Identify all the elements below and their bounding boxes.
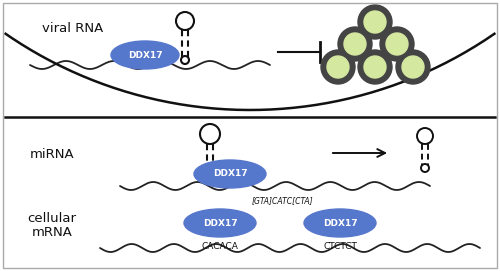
Circle shape (421, 164, 429, 172)
Ellipse shape (194, 160, 266, 188)
Circle shape (396, 50, 430, 84)
Text: CACACA: CACACA (202, 242, 238, 251)
Text: viral RNA: viral RNA (42, 22, 104, 35)
Text: DDX17: DDX17 (322, 218, 358, 227)
Circle shape (358, 50, 392, 84)
Circle shape (176, 12, 194, 30)
Text: [GTA]CATC[CTA]: [GTA]CATC[CTA] (252, 196, 314, 205)
Circle shape (417, 128, 433, 144)
Text: DDX17: DDX17 (212, 169, 248, 179)
Text: mRNA: mRNA (32, 227, 72, 240)
Circle shape (344, 33, 366, 55)
Circle shape (206, 172, 214, 180)
Text: cellular: cellular (28, 211, 76, 224)
Ellipse shape (184, 209, 256, 237)
Circle shape (327, 56, 349, 78)
Circle shape (358, 5, 392, 39)
Ellipse shape (304, 209, 376, 237)
Circle shape (364, 56, 386, 78)
Circle shape (200, 124, 220, 144)
Circle shape (321, 50, 355, 84)
Circle shape (386, 33, 408, 55)
Ellipse shape (111, 41, 179, 69)
Text: miRNA: miRNA (30, 149, 74, 162)
Circle shape (181, 56, 189, 64)
Text: DDX17: DDX17 (128, 50, 162, 60)
Circle shape (338, 27, 372, 61)
Text: CTCTCT: CTCTCT (323, 242, 357, 251)
Text: DDX17: DDX17 (202, 218, 237, 227)
Circle shape (402, 56, 424, 78)
Circle shape (364, 11, 386, 33)
Circle shape (380, 27, 414, 61)
